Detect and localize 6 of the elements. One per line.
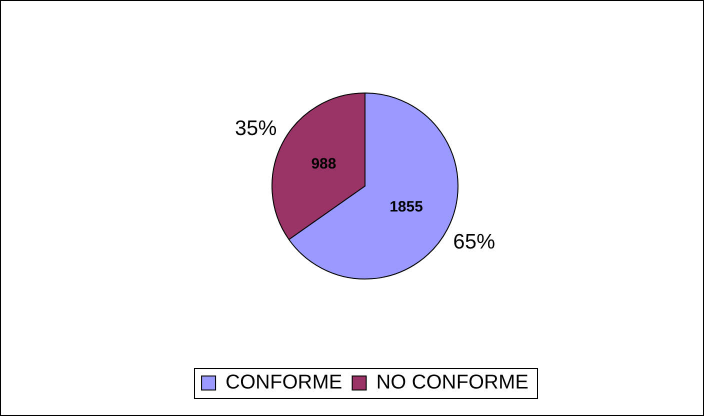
- text: 65%: [453, 230, 496, 254]
- data-label: 1855: [390, 198, 423, 216]
- legend-label: NO CONFORME: [376, 372, 528, 394]
- text: 35%: [234, 117, 277, 140]
- legend-label: CONFORME: [226, 372, 342, 394]
- data-label: 988: [311, 156, 336, 173]
